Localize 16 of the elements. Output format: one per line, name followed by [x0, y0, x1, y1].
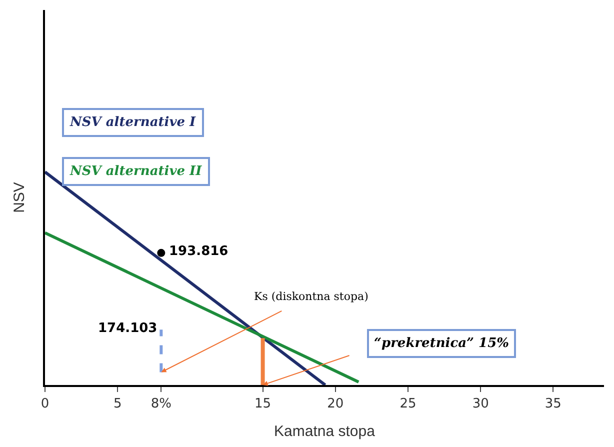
- annotation: 193.816: [169, 244, 228, 259]
- x-tick-label: 0: [40, 396, 50, 412]
- x-tick-label: 25: [400, 396, 416, 412]
- x-tick-label: 15: [254, 396, 272, 412]
- annotation: “prekretnica” 15%: [374, 336, 509, 351]
- x-tick-label: 5: [113, 396, 122, 412]
- x-tick-label: 8%: [150, 396, 172, 412]
- x-tick-label: 30: [472, 396, 489, 412]
- text: NSV alternative I: [69, 115, 197, 130]
- text: NSV alternative II: [69, 164, 203, 179]
- y-axis-title: NSV: [10, 182, 28, 213]
- x-axis-title: Kamatna stopa: [274, 423, 376, 440]
- x-tick-label: 35: [544, 396, 562, 412]
- annotation: 174.103: [98, 321, 158, 336]
- x-tick-label: 20: [327, 396, 344, 412]
- annotation: Ks (diskontna stopa): [254, 290, 368, 303]
